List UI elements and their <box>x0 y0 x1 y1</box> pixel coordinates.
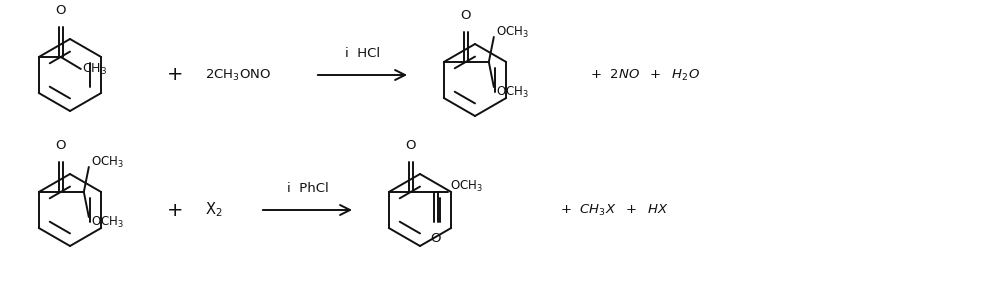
Text: O: O <box>56 4 66 17</box>
Text: $\mathregular{OCH_3}$: $\mathregular{OCH_3}$ <box>450 178 483 194</box>
Text: $\mathregular{OCH_3}$: $\mathregular{OCH_3}$ <box>496 84 529 99</box>
Text: $\mathregular{2CH_3ONO}$: $\mathregular{2CH_3ONO}$ <box>205 68 271 83</box>
Text: i  HCl: i HCl <box>345 47 381 60</box>
Text: $\mathregular{OCH_3}$: $\mathregular{OCH_3}$ <box>496 25 529 40</box>
Text: i  PhCl: i PhCl <box>287 182 329 195</box>
Text: O: O <box>406 139 416 152</box>
Text: O: O <box>461 9 471 22</box>
Text: +: + <box>167 201 183 219</box>
Text: O: O <box>56 139 66 152</box>
Text: O: O <box>431 232 441 245</box>
Text: $\mathregular{OCH_3}$: $\mathregular{OCH_3}$ <box>91 214 124 229</box>
Text: +: + <box>167 66 183 84</box>
Text: $+\ \ 2NO\ \ +\ \ H_2O$: $+\ \ 2NO\ \ +\ \ H_2O$ <box>590 68 700 83</box>
Text: $\mathregular{X_2}$: $\mathregular{X_2}$ <box>205 201 223 219</box>
Text: $\mathregular{OCH_3}$: $\mathregular{OCH_3}$ <box>91 154 124 170</box>
Text: $\mathregular{CH_3}$: $\mathregular{CH_3}$ <box>82 62 107 77</box>
Text: $+\ \ CH_3X\ \ +\ \ HX$: $+\ \ CH_3X\ \ +\ \ HX$ <box>560 202 669 217</box>
